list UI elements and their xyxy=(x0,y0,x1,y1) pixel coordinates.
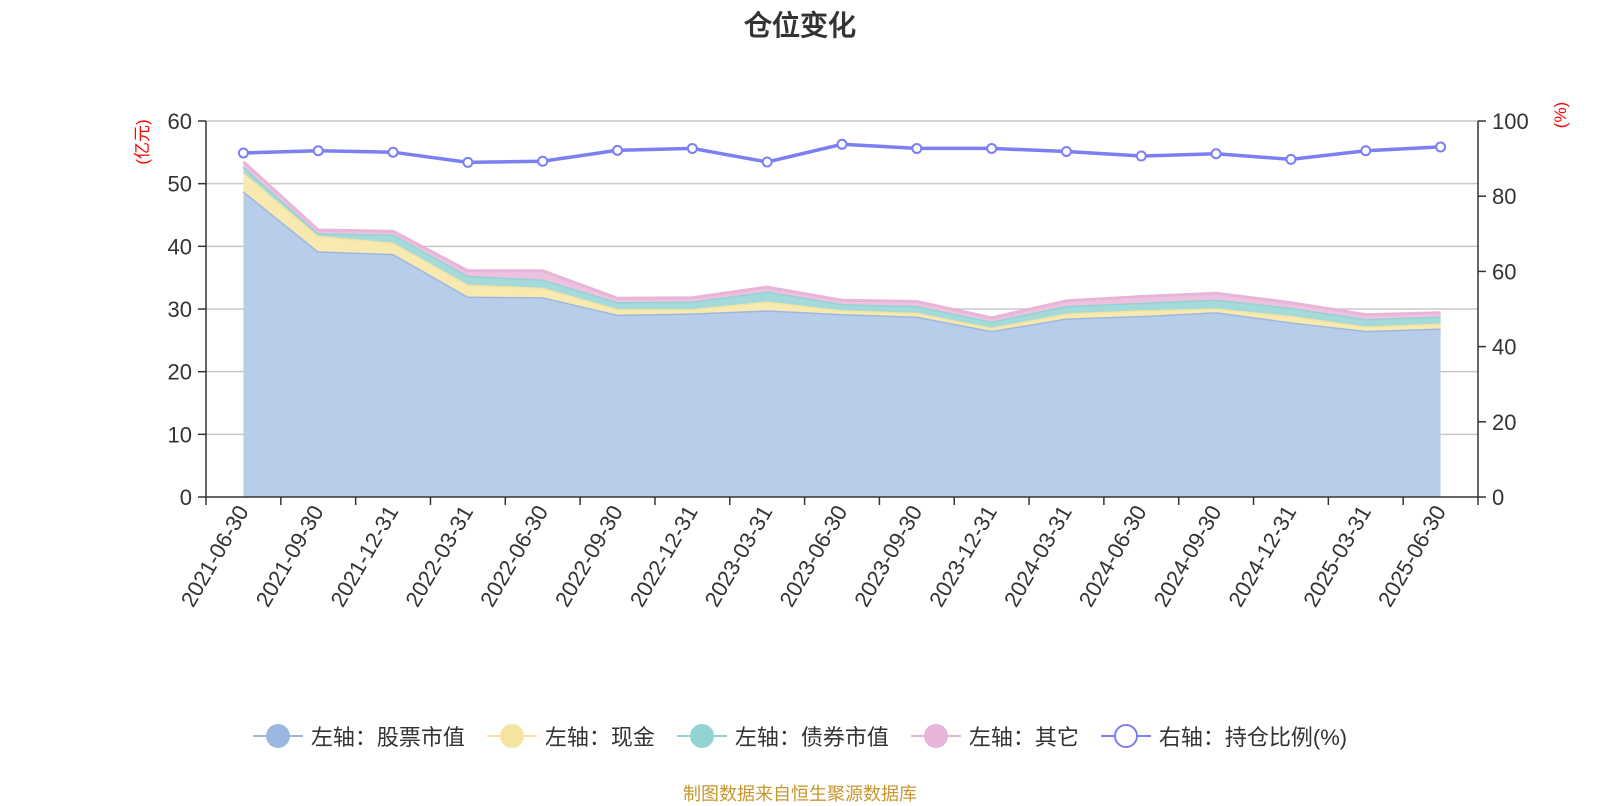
ratio-point xyxy=(1135,150,1147,162)
left-tick-label: 50 xyxy=(168,172,192,197)
ratio-point xyxy=(836,138,848,150)
area-series-2 xyxy=(243,172,1441,331)
left-tick-label: 40 xyxy=(168,234,192,259)
x-tick-label: 2021-06-30 xyxy=(176,501,254,611)
left-tick-label: 20 xyxy=(168,360,192,385)
ratio-point xyxy=(761,156,773,168)
area-series-4-edge xyxy=(242,160,1441,320)
ratio-line xyxy=(237,138,1447,168)
ratio-point xyxy=(911,142,923,154)
right-tick-label: 0 xyxy=(1492,485,1504,510)
right-tick-label: 20 xyxy=(1492,410,1516,435)
x-tick-label: 2024-09-30 xyxy=(1149,501,1227,611)
left-tick-label: 30 xyxy=(168,297,192,322)
right-tick-label: 60 xyxy=(1492,259,1516,284)
legend-circle-icon xyxy=(676,723,727,749)
right-tick-label: 80 xyxy=(1492,184,1516,209)
ratio-point xyxy=(686,142,698,154)
x-tick-label: 2022-06-30 xyxy=(475,501,553,611)
position-change-chart: 01020304050600204060801002021-06-302021-… xyxy=(133,102,1570,611)
legend-item[interactable]: 左轴：现金 xyxy=(486,720,655,752)
source-note: 制图数据来自恒生聚源数据库 xyxy=(683,784,917,804)
ratio-point xyxy=(1435,141,1447,153)
legend-circle-icon xyxy=(910,723,961,749)
legend-item[interactable]: 左轴：股票市值 xyxy=(252,720,465,752)
ratio-point xyxy=(1060,145,1072,157)
right-tick-label: 40 xyxy=(1492,335,1516,360)
left-tick-label: 60 xyxy=(168,109,192,134)
left-tick-label: 10 xyxy=(168,422,192,447)
ratio-point xyxy=(1285,153,1297,165)
x-tick-label: 2022-12-31 xyxy=(625,501,703,611)
x-tick-label: 2024-06-30 xyxy=(1074,501,1152,611)
x-tick-label: 2023-03-31 xyxy=(700,501,778,611)
legend-hollow-circle-icon xyxy=(1100,723,1151,749)
legend: 左轴：股票市值 左轴：现金 左轴：债券市值 左轴：其它 右轴：持仓比例(%) xyxy=(0,720,1600,752)
x-tick-label: 2022-09-30 xyxy=(550,501,628,611)
x-tick-label: 2021-09-30 xyxy=(251,501,329,611)
legend-circle-icon xyxy=(486,723,537,749)
x-tick-label: 2024-03-31 xyxy=(999,501,1077,611)
x-tick-label: 2022-03-31 xyxy=(400,501,478,611)
ratio-point xyxy=(1360,145,1372,157)
area-series-3 xyxy=(243,166,1441,328)
x-tick-label: 2024-12-31 xyxy=(1223,501,1301,611)
area-series-1 xyxy=(243,191,1441,497)
chart-title: 仓位变化 xyxy=(743,10,856,41)
right-axis-label: (%) xyxy=(1551,102,1570,128)
ratio-point xyxy=(537,155,549,167)
legend-item[interactable]: 左轴：其它 xyxy=(910,720,1079,752)
ratio-point xyxy=(462,156,474,168)
x-tick-label: 2023-06-30 xyxy=(774,501,852,611)
legend-label: 左轴：债券市值 xyxy=(734,725,889,750)
ratio-point xyxy=(612,144,624,156)
right-tick-label: 100 xyxy=(1492,109,1529,134)
legend-label: 右轴：持仓比例(%) xyxy=(1158,725,1348,750)
legend-item[interactable]: 右轴：持仓比例(%) xyxy=(1100,720,1348,752)
ratio-point xyxy=(387,146,399,158)
x-tick-label: 2023-12-31 xyxy=(924,501,1002,611)
ratio-point xyxy=(1210,148,1222,160)
x-tick-label: 2021-12-31 xyxy=(325,501,403,611)
legend-item[interactable]: 左轴：债券市值 xyxy=(676,720,889,752)
left-axis-label: (亿元) xyxy=(133,119,152,164)
x-tick-label: 2025-06-30 xyxy=(1373,501,1451,611)
legend-label: 左轴：股票市值 xyxy=(310,725,465,750)
ratio-point xyxy=(237,147,249,159)
legend-label: 左轴：其它 xyxy=(968,725,1079,750)
ratio-point xyxy=(312,145,324,157)
left-tick-label: 0 xyxy=(180,485,192,510)
x-tick-label: 2025-03-31 xyxy=(1298,501,1376,611)
ratio-point xyxy=(986,142,998,154)
legend-label: 左轴：现金 xyxy=(544,725,655,750)
stacked-areas xyxy=(242,160,1441,497)
legend-circle-icon xyxy=(252,723,303,749)
x-tick-label: 2023-09-30 xyxy=(849,501,927,611)
